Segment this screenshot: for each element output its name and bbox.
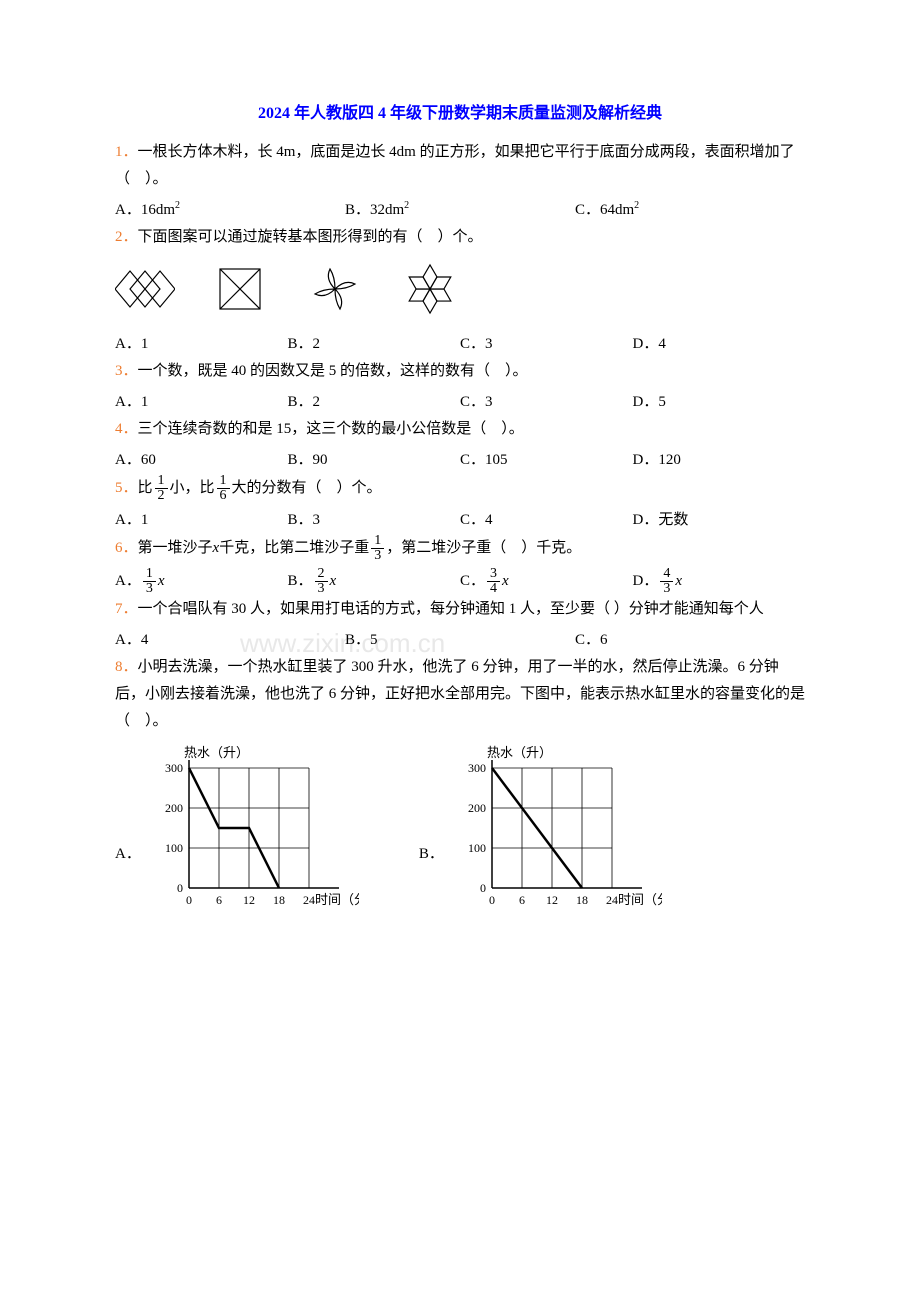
q7-option-a: A．4 [115,627,345,654]
svg-text:300: 300 [468,761,486,775]
q5-option-b: B．3 [288,507,461,534]
q6-number: 6． [115,540,138,556]
q3-option-d: D．5 [633,389,806,416]
q6-option-b: B．23x [288,567,461,596]
q3-option-a: A．1 [115,389,288,416]
q3-option-b: B．2 [288,389,461,416]
question-6: 6．第一堆沙子x千克，比第二堆沙子重13，第二堆沙子重（ ）千克。 [115,534,805,563]
svg-text:200: 200 [165,801,183,815]
svg-text:0: 0 [480,881,486,895]
q2-number: 2． [115,229,138,245]
q2-text: 下面图案可以通过旋转基本图形得到的有（ ）个。 [138,229,483,245]
q1-option-b: B．32dm2 [345,197,575,224]
q5-text-after: 大的分数有（ ）个。 [232,480,382,496]
svg-text:24: 24 [606,893,618,907]
q8-option-b: B． [419,841,444,868]
svg-text:200: 200 [468,801,486,815]
pattern-row [115,259,805,319]
q7-option-c: C．6 [575,627,805,654]
q1-option-a: A．16dm2 [115,197,345,224]
q1-number: 1． [115,144,138,160]
svg-text:12: 12 [546,893,558,907]
chart-b-container: B． 热水（升） 0 100 200 300 0 6 12 18 24时间（分） [419,743,662,918]
q1-option-c: C．64dm2 [575,197,805,224]
chart-row: A． 热水（升）010020030006121824时间（分） B． 热水（升）… [115,743,805,918]
pattern-1 [115,259,175,319]
q2-option-a: A．1 [115,331,288,358]
svg-text:时间（分）: 时间（分） [315,892,359,907]
chart-a-container: A． 热水（升） 0 100 200 300 0 6 12 18 24时间（分） [115,743,359,918]
q7-text: 一个合唱队有 30 人，如果用打电话的方式，每分钟通知 1 人，至少要（ ）分钟… [138,601,764,617]
pattern-4 [400,259,460,319]
svg-text:18: 18 [576,893,588,907]
svg-text:热水（升）: 热水（升） [184,745,249,760]
q4-text: 三个连续奇数的和是 15，这三个数的最小公倍数是（ ）。 [138,421,524,437]
svg-text:12: 12 [243,893,255,907]
q1-options: A．16dm2 B．32dm2 C．64dm2 [115,197,805,224]
svg-text:300: 300 [165,761,183,775]
q3-text: 一个数，既是 40 的因数又是 5 的倍数，这样的数有（ ）。 [138,363,528,379]
svg-text:24: 24 [303,893,315,907]
svg-text:0: 0 [186,893,192,907]
q3-number: 3． [115,363,138,379]
pattern-3 [305,259,365,319]
q5-option-c: C．4 [460,507,633,534]
svg-text:时间（分）: 时间（分） [618,892,662,907]
q6-option-c: C．34x [460,567,633,596]
q5-text-before: 比 [138,480,153,496]
q6-text-after: ，第二堆沙子重（ ）千克。 [386,540,581,556]
q6-text-mid: 千克，比第二堆沙子重 [219,540,369,556]
svg-text:18: 18 [273,893,285,907]
question-5: 5．比12小，比16大的分数有（ ）个。 [115,474,805,503]
chart-a: 热水（升） 0 100 200 300 0 6 12 18 24时间（分） [149,743,359,918]
q5-option-a: A．1 [115,507,288,534]
q8-text: 小明去洗澡，一个热水缸里装了 300 升水，他洗了 6 分钟，用了一半的水，然后… [115,659,805,729]
svg-text:热水（升）: 热水（升） [487,745,552,760]
q3-options: A．1 B．2 C．3 D．5 [115,389,805,416]
q7-number: 7． [115,601,138,617]
svg-text:0: 0 [489,893,495,907]
question-3: 3．一个数，既是 40 的因数又是 5 的倍数，这样的数有（ ）。 [115,358,805,385]
question-8: 8．小明去洗澡，一个热水缸里装了 300 升水，他洗了 6 分钟，用了一半的水，… [115,654,805,735]
q5-options: A．1 B．3 C．4 D．无数 [115,507,805,534]
q2-option-c: C．3 [460,331,633,358]
question-4: 4．三个连续奇数的和是 15，这三个数的最小公倍数是（ ）。 [115,416,805,443]
q4-option-b: B．90 [288,447,461,474]
question-1: 1．一根长方体木料，长 4m，底面是边长 4dm 的正方形，如果把它平行于底面分… [115,139,805,193]
q2-options: A．1 B．2 C．3 D．4 [115,331,805,358]
q4-option-c: C．105 [460,447,633,474]
q1-text: 一根长方体木料，长 4m，底面是边长 4dm 的正方形，如果把它平行于底面分成两… [115,144,795,187]
question-7: 7．一个合唱队有 30 人，如果用打电话的方式，每分钟通知 1 人，至少要（ ）… [115,596,805,623]
q7-option-b: B．5 [345,627,575,654]
q6-option-a: A．13x [115,567,288,596]
q4-options: A．60 B．90 C．105 D．120 [115,447,805,474]
q5-text-mid: 小，比 [170,480,215,496]
chart-b: 热水（升） 0 100 200 300 0 6 12 18 24时间（分） [452,743,662,918]
q2-option-d: D．4 [633,331,806,358]
svg-text:6: 6 [216,893,222,907]
q8-number: 8． [115,659,138,675]
q2-option-b: B．2 [288,331,461,358]
q8-option-a: A． [115,841,141,868]
q6-options: A．13x B．23x C．34x D．43x [115,567,805,596]
q3-option-c: C．3 [460,389,633,416]
svg-text:100: 100 [165,841,183,855]
q4-number: 4． [115,421,138,437]
question-2: 2．下面图案可以通过旋转基本图形得到的有（ ）个。 [115,224,805,251]
q6-option-d: D．43x [633,567,806,596]
q4-option-a: A．60 [115,447,288,474]
q4-option-d: D．120 [633,447,806,474]
pattern-2 [210,259,270,319]
svg-text:100: 100 [468,841,486,855]
svg-text:0: 0 [177,881,183,895]
q5-option-d: D．无数 [633,507,806,534]
q6-text-before: 第一堆沙子 [138,540,213,556]
svg-text:6: 6 [519,893,525,907]
q7-options: A．4 B．5 C．6 [115,627,805,654]
page-title: 2024 年人教版四 4 年级下册数学期末质量监测及解析经典 [115,100,805,129]
q5-number: 5． [115,480,138,496]
